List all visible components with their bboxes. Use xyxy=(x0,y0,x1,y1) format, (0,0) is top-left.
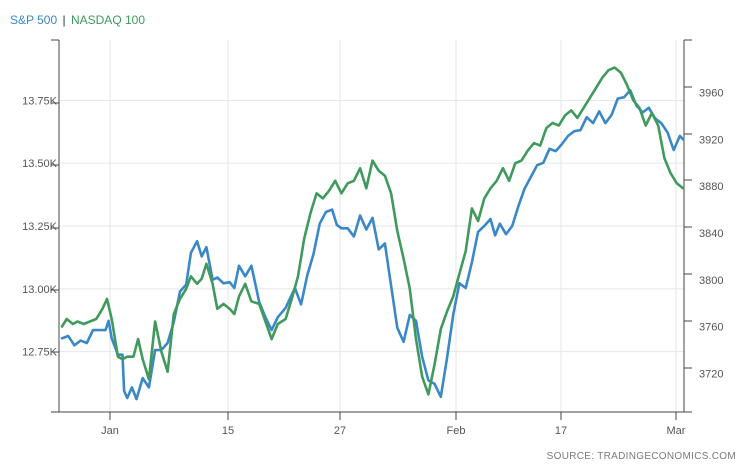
series-line-nasdaq xyxy=(60,66,685,396)
bottom-axis-tick-label: 27 xyxy=(334,425,346,437)
right-axis-tick-label: 3960 xyxy=(699,88,723,100)
right-axis-tick-label: 3920 xyxy=(699,134,723,146)
bottom-axis-tick-label: 15 xyxy=(222,425,234,437)
legend-separator: | xyxy=(62,13,66,27)
left-axis-tick-label: 12.75K xyxy=(22,347,58,359)
legend-sp500[interactable]: S&P 500 xyxy=(10,13,58,27)
left-axis-tick-label: 13.25K xyxy=(22,221,58,233)
legend-nasdaq[interactable]: NASDAQ 100 xyxy=(70,13,146,27)
chart-legend: S&P 500 | NASDAQ 100 xyxy=(10,13,145,27)
bottom-axis-tick-label: Mar xyxy=(667,425,686,437)
right-axis-tick-label: 3840 xyxy=(699,228,723,240)
right-axis-tick-label: 3720 xyxy=(699,368,723,380)
left-axis-tick-label: 13.75K xyxy=(22,95,58,107)
left-axis-tick-label: 13.00K xyxy=(22,284,58,296)
right-axis-tick-label: 3880 xyxy=(699,181,723,193)
bottom-axis-tick-label: 17 xyxy=(555,425,567,437)
right-axis-tick-label: 3800 xyxy=(699,275,723,287)
source-attribution: SOURCE: TRADINGECONOMICS.COM xyxy=(546,451,736,462)
right-axis-tick-label: 3760 xyxy=(699,322,723,334)
bottom-axis-tick-label: Feb xyxy=(447,425,466,437)
series-line-sp500 xyxy=(60,89,685,401)
left-axis-tick-label: 13.50K xyxy=(22,158,58,170)
bottom-axis-tick-label: Jan xyxy=(101,425,119,437)
